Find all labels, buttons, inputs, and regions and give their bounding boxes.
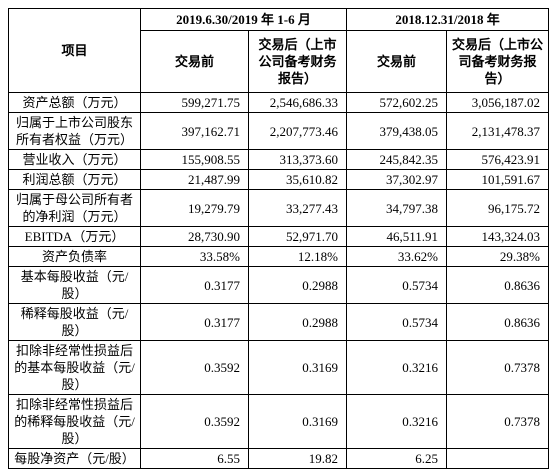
table-row: 归属于上市公司股东所有者权益（万元） 397,162.71 2,207,773.46…: [8, 112, 550, 150]
row-label: 归属于母公司所有者的净利润（万元）: [8, 189, 141, 227]
table-row: 稀释每股收益（元/股） 0.3177 0.2988 0.5734 0.8636: [8, 303, 550, 341]
table-row: EBITDA（万元） 28,730.90 52,971.70 46,511.91 143…: [8, 226, 550, 247]
cell-value: 572,602.25: [346, 92, 448, 113]
cell-value: 0.8636: [446, 303, 550, 341]
cell-value: 2,207,773.46: [247, 112, 348, 150]
cell-value: 19,279.79: [140, 189, 249, 227]
page: 项目 2019.6.30/2019 年 1-6 月 2018.12.31/201…: [8, 8, 550, 469]
cell-value: 28,730.90: [140, 226, 249, 247]
table-row: 归属于母公司所有者的净利润（万元） 19,279.79 33,277.43 34,79…: [8, 189, 550, 227]
period-header: 2018.12.31/2018 年: [346, 8, 550, 31]
row-label: 归属于上市公司股东所有者权益（万元）: [8, 112, 141, 150]
cell-value: 96,175.72: [446, 189, 550, 227]
cell-value: 0.5734: [346, 303, 448, 341]
row-label: 稀释每股收益（元/股）: [8, 303, 141, 341]
row-label: 扣除非经常性损益后的基本每股收益（元/股）: [8, 340, 141, 395]
cell-value: 0.2988: [247, 266, 348, 304]
row-label: 每股净资产（元/股）: [8, 448, 141, 469]
cell-value: 0.3177: [140, 266, 249, 304]
item-header: 项目: [8, 8, 141, 93]
table-row: 每股净资产（元/股） 6.55 19.82 6.25: [8, 448, 550, 469]
column-header: 交易前: [140, 30, 249, 93]
cell-value: 101,591.67: [446, 169, 550, 190]
table-row: 营业收入（万元） 155,908.55 313,373.60 245,842.35 57…: [8, 149, 550, 170]
period-header: 2019.6.30/2019 年 1-6 月: [139, 8, 348, 31]
cell-value: 0.8636: [446, 266, 550, 304]
cell-value: 35,610.82: [247, 169, 348, 190]
cell-value: 576,423.91: [446, 149, 550, 170]
table-header: 项目 2019.6.30/2019 年 1-6 月 2018.12.31/201…: [8, 8, 550, 93]
column-header: 交易后（上市公司备考财务报告）: [247, 30, 348, 93]
table-row: 扣除非经常性损益后的基本每股收益（元/股） 0.3592 0.3169 0.3216 0…: [8, 340, 550, 395]
cell-value: 33,277.43: [247, 189, 348, 227]
row-label: EBITDA（万元）: [8, 226, 141, 247]
cell-value: 2,546,686.33: [247, 92, 348, 113]
row-label: 利润总额（万元）: [8, 169, 141, 190]
table-row: 资产总额（万元） 599,271.75 2,546,686.33 572,602.25…: [8, 92, 550, 113]
cell-value: 34,797.38: [346, 189, 448, 227]
row-label: 营业收入（万元）: [8, 149, 141, 170]
cell-value: 0.3216: [346, 394, 448, 449]
column-header: 交易后（上市公司备考财务报告）: [446, 30, 550, 93]
cell-value: 46,511.91: [346, 226, 448, 247]
cell-value: 12.18%: [247, 246, 348, 267]
cell-value: 0.3216: [346, 340, 448, 395]
cell-value: 33.58%: [140, 246, 249, 267]
row-label: 资产负债率: [8, 246, 141, 267]
row-label: 扣除非经常性损益后的稀释每股收益（元/股）: [8, 394, 141, 449]
cell-value: 6.25: [346, 448, 448, 469]
table-row: 资产负债率 33.58% 12.18% 33.62% 29.38%: [8, 246, 550, 267]
row-label: 资产总额（万元）: [8, 92, 141, 113]
cell-value: 143,324.03: [446, 226, 550, 247]
cell-value: 0.7378: [446, 340, 550, 395]
cell-value: 21,487.99: [140, 169, 249, 190]
cell-value: 0.3592: [140, 394, 249, 449]
row-label: 基本每股收益（元/股）: [8, 266, 141, 304]
cell-value: 379,438.05: [346, 112, 448, 150]
cell-value: 33.62%: [346, 246, 448, 267]
cell-value: 0.7378: [446, 394, 550, 449]
cell-value: 0.3169: [247, 340, 348, 395]
cell-value: 19.82: [247, 448, 348, 469]
cell-value: 0.3592: [140, 340, 249, 395]
cell-value: 37,302.97: [346, 169, 448, 190]
cell-value: 599,271.75: [140, 92, 249, 113]
cell-value: 29.38%: [446, 246, 550, 267]
column-header: 交易前: [346, 30, 448, 93]
cell-value: 397,162.71: [140, 112, 249, 150]
table-body: 资产总额（万元） 599,271.75 2,546,686.33 572,602.25…: [8, 92, 550, 469]
cell-value: 2,131,478.37: [446, 112, 550, 150]
cell-value: 0.3169: [247, 394, 348, 449]
cell-value: 313,373.60: [247, 149, 348, 170]
table-row: 利润总额（万元） 21,487.99 35,610.82 37,302.97 101,5…: [8, 169, 550, 190]
cell-value: 155,908.55: [140, 149, 249, 170]
cell-value: 52,971.70: [247, 226, 348, 247]
cell-value: 0.5734: [346, 266, 448, 304]
cell-value: 0.2988: [247, 303, 348, 341]
cell-value: 245,842.35: [346, 149, 448, 170]
cell-value: 0.3177: [140, 303, 249, 341]
cell-value: 6.55: [140, 448, 249, 469]
cell-value: [446, 448, 550, 469]
data-table: 项目 2019.6.30/2019 年 1-6 月 2018.12.31/201…: [8, 8, 550, 469]
table-row: 基本每股收益（元/股） 0.3177 0.2988 0.5734 0.8636: [8, 266, 550, 304]
table-row: 扣除非经常性损益后的稀释每股收益（元/股） 0.3592 0.3169 0.3216 0…: [8, 394, 550, 449]
cell-value: 3,056,187.02: [446, 92, 550, 113]
